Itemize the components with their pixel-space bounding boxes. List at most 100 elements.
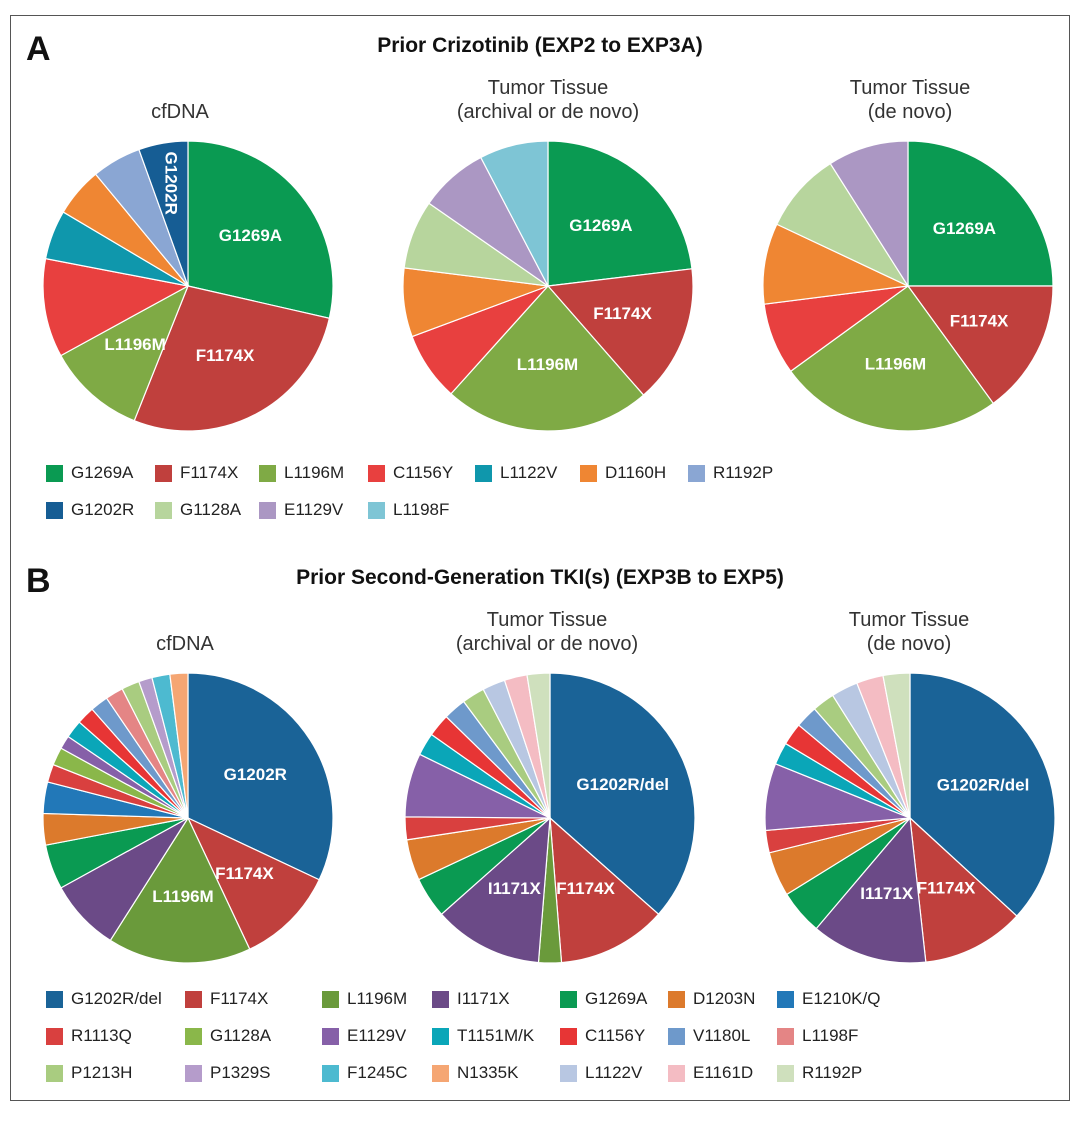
pie-slice-label: L1196M [152,887,213,906]
legend-swatch [688,464,705,482]
legend-label: R1192P [802,1063,863,1082]
chart-b2-title-line2: (archival or de novo) [455,633,639,655]
legend-label: C1156Y [393,463,454,482]
legend-b-item: E1210K/Q [777,988,880,1010]
legend-swatch [432,1064,449,1082]
legend-label: E1129V [347,1026,407,1045]
pie-slice-label: I1171X [860,884,914,903]
legend-swatch [185,990,202,1008]
legend-label: N1335K [457,1063,519,1082]
legend-label: P1213H [71,1063,133,1082]
chart-a2-title-line1: Tumor Tissue [487,77,609,99]
legend-swatch [322,990,339,1008]
legend-swatch [777,1064,794,1082]
pie-slice-g1202r-del [187,672,334,881]
pie-slice-f1174x [549,816,660,964]
legend-swatch [560,990,577,1008]
pie-slice-f1174x [906,285,1054,405]
chart-a3-title-line1: Tumor Tissue [849,77,971,99]
legend-b-item: N1335K [432,1062,518,1084]
chart-b1-title: cfDNA [156,633,214,655]
legend-label: P1329S [210,1063,271,1082]
pie-slice-r1192p [526,672,551,819]
legend-swatch [259,464,276,482]
pie-slice-label: L1196M [517,355,578,374]
legend-b-item: L1198F [777,1025,858,1047]
pie-slice-f1174x [909,816,1018,963]
pie-slice-l1196m [59,284,190,422]
pie-slice-g1269a [907,140,1054,287]
legend-label: D1160H [605,463,667,482]
pie-slice-label: G1269A [219,226,282,245]
legend-b-item: L1122V [560,1062,642,1084]
legend-a-item: D1160H [580,462,666,484]
legend-label: F1174X [210,989,269,1008]
legend-a-item: R1192P [688,462,773,484]
pie-a-tissue-archival: G1269A F1174X L1196M [402,140,694,432]
pie-slice-label: F1174X [556,879,615,898]
legend-swatch [46,1027,63,1045]
legend-swatch [185,1027,202,1045]
pie-a-cfdna: G1269A F1174X L1196M G1202R [42,140,334,432]
legend-b-item: R1113Q [46,1025,132,1047]
legend-b-item: I1171X [432,988,510,1010]
legend-swatch [259,501,276,519]
pie-slice-label: F1174X [196,346,255,365]
legend-b-item: F1174X [185,988,268,1010]
legend-b-item: G1128A [185,1025,271,1047]
legend-label: G1269A [71,463,134,482]
legend-label: L1198F [802,1026,859,1045]
legend-b-item: L1196M [322,988,407,1010]
pie-slice-e1129v [829,140,909,289]
pie-slice-f1174x [133,285,331,432]
legend-swatch [46,464,63,482]
legend-b-item: P1329S [185,1062,271,1084]
legend-swatch [777,990,794,1008]
pie-slice-c1156y [42,257,190,357]
legend-a-item: L1122V [475,462,557,484]
legend-swatch [560,1064,577,1082]
pie-slice-d1160h [762,223,911,305]
pie-slice-label: G1202R [224,765,287,784]
legend-b-item: P1213H [46,1062,132,1084]
legend-a-item: C1156Y [368,462,453,484]
pie-slice-label: G1202R/del [576,775,669,794]
pie-slice-label: I1171X [488,879,542,898]
chart-a2-title-line2: (archival or de novo) [456,101,640,123]
legend-swatch [322,1027,339,1045]
panel-b-letter: B [26,562,51,600]
legend-b-item: E1161D [668,1062,753,1084]
pie-slice-label: G1269A [933,219,996,238]
chart-b3-title-line1: Tumor Tissue [848,609,970,631]
chart-a3-title-line2: (de novo) [867,101,953,123]
pie-slice-label: G1202R [162,152,181,215]
legend-swatch [46,1064,63,1082]
pie-a-tissue-denovo: G1269A F1174X L1196M [762,140,1054,432]
legend-label: L1122V [500,463,558,482]
pie-slice-l1196m [789,285,995,432]
legend-label: T1151M/K [457,1026,535,1045]
pie-slice-g1128a [776,162,910,288]
pie-slice-label: F1174X [917,879,976,898]
legend-a-item: G1202R [46,499,134,521]
legend-swatch [155,464,172,482]
legend-label: G1202R/del [71,989,162,1008]
legend-swatch [46,501,63,519]
legend-swatch [560,1027,577,1045]
pie-slice-label: G1269A [569,216,632,235]
figure-frame [10,15,1070,1101]
pie-slice-f1174x [186,816,320,950]
legend-label: I1171X [457,989,510,1008]
legend-label: V1180L [693,1026,751,1045]
legend-swatch [46,990,63,1008]
legend-a-item: E1129V [259,499,343,521]
pie-slice-g1269a [187,140,334,319]
pie-slice-label: L1196M [865,354,926,373]
legend-label: F1174X [180,463,239,482]
legend-label: L1198F [393,500,450,519]
legend-swatch [777,1027,794,1045]
legend-swatch [475,464,492,482]
pie-slice-g1202r [138,140,189,287]
